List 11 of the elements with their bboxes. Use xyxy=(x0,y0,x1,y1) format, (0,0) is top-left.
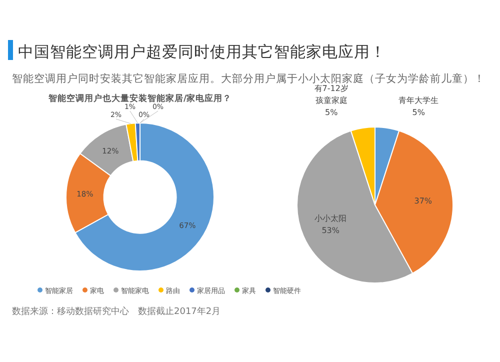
data-label: 5% xyxy=(325,108,338,118)
data-label: 5% xyxy=(412,108,426,118)
data-label: 53% xyxy=(322,226,340,236)
slice-label: 青年大学生 xyxy=(398,96,439,106)
slice-label: 小小太阳 xyxy=(314,214,347,224)
text: 智能空调用户同时安装其它智能家居应用。大部分用户属于小小太阳家庭（子女为学龄前儿童）！ xyxy=(12,72,485,85)
slice-label: 有7-12岁孩童家庭 xyxy=(314,84,348,106)
text: 中国智能空调用户超爱同时使用其它智能家电应用！ xyxy=(18,43,386,61)
chart-title: 智能空调用户也大量安装智能家居/家电应用？ xyxy=(47,93,232,104)
data-label: 37% xyxy=(414,196,432,206)
source-note: 数据来源：移动数据研究中心 数据截止2017年2月 xyxy=(12,306,221,317)
